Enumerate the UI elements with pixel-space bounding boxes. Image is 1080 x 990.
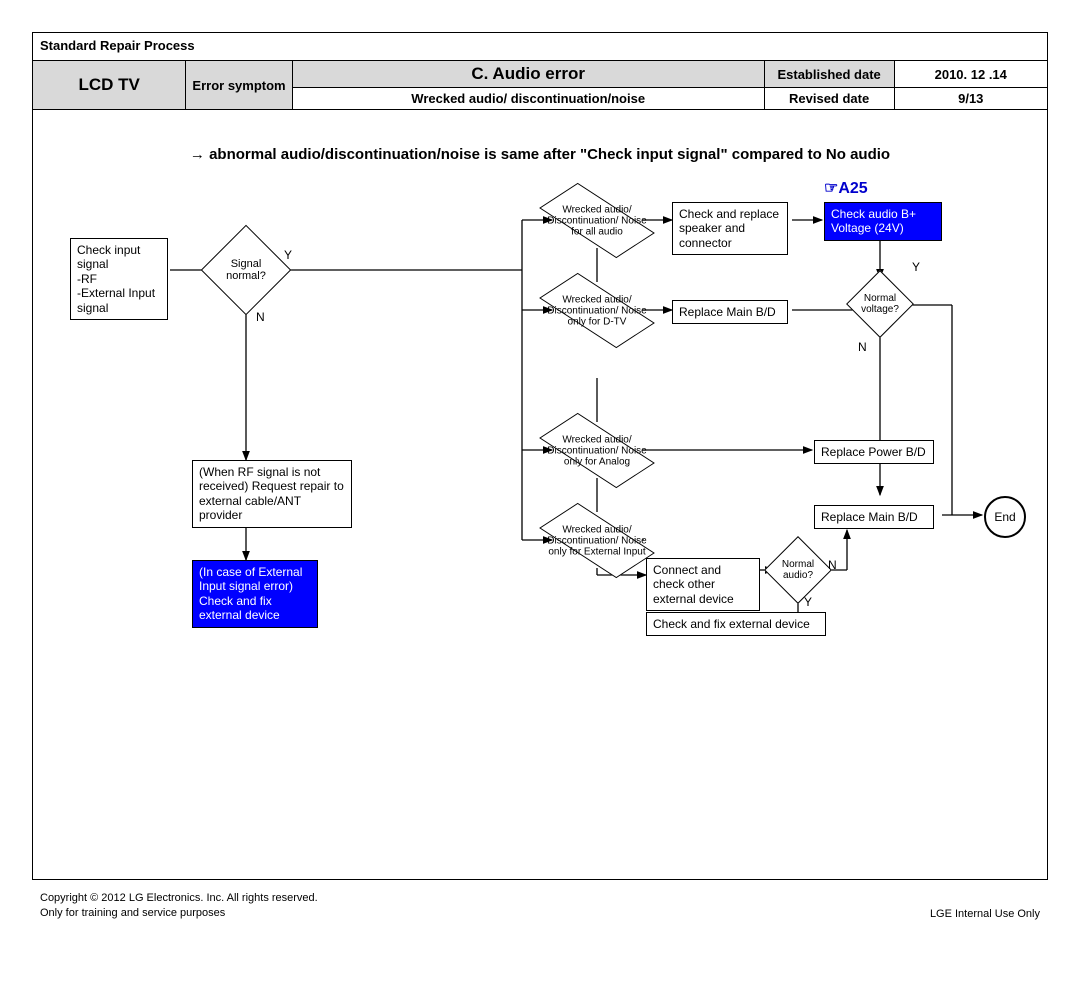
flowchart: Check input signal -RF -External Input s… [32,200,1048,880]
process-label: Standard Repair Process [40,38,195,53]
box-rf-note: (When RF signal is not received) Request… [192,460,352,528]
end-node: End [984,496,1026,538]
box-replace-main1: Replace Main B/D [672,300,788,324]
footer-note: Only for training and service purposes [40,907,225,919]
label-y-volt: Y [912,260,920,274]
d4-label: Wrecked audio/ Discontinuation/ Noise on… [542,524,652,557]
page-num: 9/13 [894,88,1047,110]
diamond-normal-voltage: Normal voltage? [856,280,904,328]
description-text: → abnormal audio/discontinuation/noise i… [0,146,1080,163]
box-replace-power: Replace Power B/D [814,440,934,464]
label-n1: N [256,310,265,324]
end-label: End [994,510,1015,524]
label-y1: Y [284,248,292,262]
title-cell: C. Audio error [292,61,764,88]
d3-label: Wrecked audio/ Discontinuation/ Noise on… [542,434,652,467]
footer-right: LGE Internal Use Only [930,908,1040,920]
box-external-note: (In case of External Input signal error)… [192,560,318,628]
normal-voltage-label: Normal voltage? [855,293,905,315]
label-n-volt: N [858,340,867,354]
footer-copyright: Copyright © 2012 LG Electronics. Inc. Al… [40,892,318,904]
box-check-input: Check input signal -RF -External Input s… [70,238,168,320]
revised-label: Revised date [764,88,894,110]
box-replace-main2: Replace Main B/D [814,505,934,529]
callout-a25: ☞A25 [824,178,868,198]
diamond-d2: Wrecked audio/ Discontinuation/ Noise on… [552,288,642,333]
box-check-speaker: Check and replace speaker and connector [672,202,788,255]
subtitle-cell: Wrecked audio/ discontinuation/noise [292,88,764,110]
footer-left: Copyright © 2012 LG Electronics. Inc. Al… [40,891,318,920]
established-label: Established date [764,61,894,88]
error-symptom-label: Error symptom [186,61,292,110]
box-check-fix-ext: Check and fix external device [646,612,826,636]
d2-label: Wrecked audio/ Discontinuation/ Noise on… [542,294,652,327]
d1-label: Wrecked audio/ Discontinuation/ Noise fo… [542,204,652,237]
diamond-d4: Wrecked audio/ Discontinuation/ Noise on… [552,518,642,563]
label-n-audio: N [828,558,837,572]
diamond-normal-audio: Normal audio? [774,546,822,594]
diamond-d3: Wrecked audio/ Discontinuation/ Noise on… [552,428,642,473]
header-table: LCD TV Error symptom C. Audio error Esta… [32,60,1048,110]
box-check-audio-bv: Check audio B+ Voltage (24V) [824,202,942,241]
box-connect-check: Connect and check other external device [646,558,760,611]
label-y-audio: Y [804,595,812,609]
diamond-d1: Wrecked audio/ Discontinuation/ Noise fo… [552,198,642,243]
normal-audio-label: Normal audio? [773,559,823,581]
diamond-signal-label: Signal normal? [211,258,281,282]
established-value: 2010. 12 .14 [894,61,1047,88]
diamond-signal-normal: Signal normal? [214,238,278,302]
product-cell: LCD TV [33,61,186,110]
